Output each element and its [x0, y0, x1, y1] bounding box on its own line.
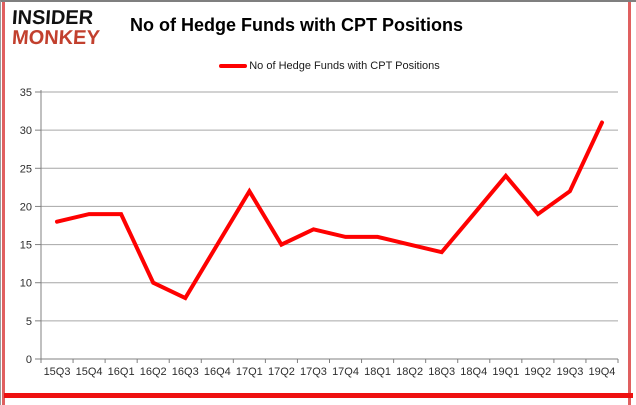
x-tick-label: 16Q1 [108, 366, 135, 378]
chart-title: No of Hedge Funds with CPT Positions [130, 15, 463, 35]
frame-accent-right [628, 2, 631, 405]
x-tick-label: 18Q2 [396, 366, 423, 378]
y-tick-label: 20 [20, 201, 32, 213]
y-tick-label: 25 [20, 163, 32, 175]
frame-accent-bottom [4, 393, 633, 398]
x-tick-label: 19Q2 [524, 366, 551, 378]
x-tick-label: 19Q3 [556, 366, 583, 378]
y-tick-label: 35 [20, 87, 32, 99]
x-tick-label: 16Q2 [140, 366, 167, 378]
x-tick-label: 17Q4 [332, 366, 359, 378]
y-tick-label: 10 [20, 278, 32, 290]
x-tick-label: 18Q1 [364, 366, 391, 378]
legend-line-swatch [219, 64, 248, 68]
y-tick-label: 5 [26, 316, 32, 328]
x-tick-label: 19Q1 [492, 366, 519, 378]
x-tick-label: 16Q3 [172, 366, 199, 378]
x-tick-label: 17Q2 [268, 366, 295, 378]
frame-accent-left [2, 2, 5, 405]
legend: No of Hedge Funds with CPT Positions [41, 60, 618, 72]
y-tick-label: 30 [20, 125, 32, 137]
x-tick-label: 17Q3 [300, 366, 327, 378]
y-tick-label: 0 [26, 354, 32, 366]
x-tick-label: 15Q3 [44, 366, 71, 378]
y-tick-label: 15 [20, 240, 32, 252]
x-tick-label: 19Q4 [589, 366, 616, 378]
x-tick-label: 17Q1 [236, 366, 263, 378]
x-tick-label: 18Q4 [460, 366, 487, 378]
x-tick-label: 18Q3 [428, 366, 455, 378]
x-tick-label: 15Q4 [76, 366, 103, 378]
x-tick-label: 16Q4 [204, 366, 231, 378]
series-line [55, 120, 604, 301]
legend-label: No of Hedge Funds with CPT Positions [249, 60, 440, 72]
